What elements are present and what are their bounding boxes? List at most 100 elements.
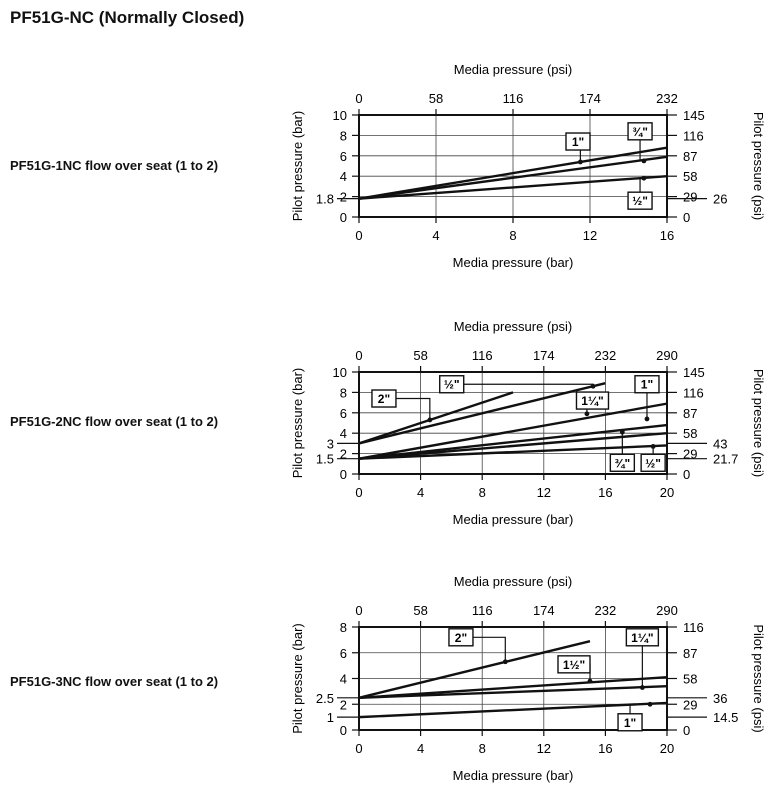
y-axis-title-left: Pilot pressure (bar) [290, 111, 305, 222]
tick-label-x-bottom: 0 [355, 228, 362, 243]
tick-label-x-bottom: 8 [479, 485, 486, 500]
tick-label-y-left: 4 [340, 426, 347, 441]
tick-label-y-right: 116 [683, 128, 704, 143]
series-line-3 [358, 423, 668, 460]
y-axis-title-left: Pilot pressure (bar) [290, 368, 305, 479]
tick-label-x-top: 232 [595, 348, 617, 363]
tick-label-y-left: 0 [340, 467, 347, 482]
tick-label-y-left: 8 [340, 385, 347, 400]
marker-label-left: 1.5 [316, 452, 334, 467]
tick-label-y-right: 58 [683, 169, 697, 184]
series-line-2 [358, 685, 668, 700]
y-axis-title-right: Pilot pressure (psi) [751, 624, 766, 732]
tick-label-y-right: 29 [683, 190, 697, 205]
series-line-3 [358, 701, 668, 719]
callout-label: 1¼" [631, 631, 653, 645]
callout-label: 1" [624, 716, 636, 730]
tick-label-x-bottom: 4 [417, 741, 424, 756]
tick-label-x-bottom: 20 [660, 485, 674, 500]
tick-label-y-right: 0 [683, 210, 690, 225]
tick-label-y-left: 4 [340, 672, 347, 687]
callout-box [448, 628, 474, 647]
tick-label-y-right: 145 [683, 108, 705, 123]
callout-label: 2" [455, 631, 467, 645]
series-line-0 [358, 146, 668, 200]
callout-label: 2" [378, 392, 390, 406]
tick-label-x-bottom: 0 [355, 485, 362, 500]
callout-dot [639, 685, 645, 690]
x-axis-title-bottom: Media pressure (bar) [453, 512, 574, 527]
series-line-5 [358, 444, 668, 460]
tick-label-y-left: 0 [340, 723, 347, 738]
callout-label: 1¼" [581, 394, 603, 408]
tick-label-x-bottom: 20 [660, 741, 674, 756]
marker-label-left: 2.5 [316, 691, 334, 706]
tick-label-y-right: 58 [683, 426, 697, 441]
x-axis-title-top: Media pressure (psi) [454, 62, 573, 77]
tick-label-y-right: 29 [683, 697, 697, 712]
callout-dot [644, 416, 650, 422]
tick-label-y-right: 116 [683, 620, 704, 635]
callout-leader [472, 636, 506, 662]
page-title: PF51G-NC (Normally Closed) [10, 8, 245, 27]
tick-label-x-bottom: 4 [417, 485, 424, 500]
chart-1-title: PF51G-1NC flow over seat (1 to 2) [10, 158, 219, 173]
tick-label-x-top: 0 [355, 603, 362, 618]
marker-label-left: 1.8 [316, 192, 334, 207]
tick-label-x-bottom: 16 [598, 485, 612, 500]
callout-label: 1" [641, 378, 653, 392]
tick-label-x-top: 0 [355, 348, 362, 363]
tick-label-x-bottom: 12 [583, 228, 597, 243]
callout-box [557, 655, 591, 674]
callout-dot [641, 175, 647, 181]
series-line-4 [358, 432, 668, 460]
callout-label: ½" [444, 378, 460, 392]
marker-label-right: 43 [713, 436, 727, 451]
tick-label-y-right: 145 [683, 365, 705, 380]
series-line-2 [358, 175, 668, 200]
tick-label-y-left: 10 [333, 365, 347, 380]
x-axis-title-bottom: Media pressure (bar) [453, 255, 574, 270]
series-line-2 [358, 402, 668, 460]
tick-label-x-top: 58 [413, 348, 427, 363]
tick-label-y-left: 4 [340, 169, 347, 184]
callout-box [625, 628, 660, 647]
tick-label-y-left: 6 [340, 149, 347, 164]
series-line-1 [358, 382, 606, 445]
tick-label-x-top: 0 [355, 91, 362, 106]
callout-box [575, 391, 610, 410]
tick-label-y-left: 0 [340, 210, 347, 225]
y-axis-title-left: Pilot pressure (bar) [290, 623, 305, 734]
marker-label-left: 3 [327, 436, 334, 451]
callout-box [640, 453, 666, 472]
callout-leader [395, 397, 431, 420]
series-line-1 [358, 676, 668, 700]
callout-label: ½" [632, 194, 648, 208]
x-axis-title-top: Media pressure (psi) [454, 574, 573, 589]
callout-box [609, 453, 636, 472]
tick-label-x-bottom: 12 [537, 741, 551, 756]
callout-label: ½" [645, 456, 661, 470]
tick-label-y-right: 29 [683, 447, 697, 462]
chart-pf51g-1nc: Media pressure (psi) Media pressure (bar)… [290, 62, 766, 270]
tick-label-x-top: 58 [429, 91, 443, 106]
callout-dot [502, 659, 508, 665]
chart-pf51g-3nc: Media pressure (psi) Media pressure (bar)… [290, 574, 766, 783]
tick-label-y-left: 6 [340, 406, 347, 421]
tick-label-x-top: 116 [472, 348, 493, 363]
marker-label-right: 14.5 [713, 710, 738, 725]
marker-label-left: 1 [327, 710, 334, 725]
tick-label-y-left: 8 [340, 620, 347, 635]
callout-box [439, 375, 465, 394]
callout-box [617, 713, 643, 732]
tick-label-x-bottom: 12 [537, 485, 551, 500]
tick-label-y-left: 10 [333, 108, 347, 123]
tick-label-y-left: 6 [340, 646, 347, 661]
y-axis-title-right: Pilot pressure (psi) [751, 369, 766, 477]
x-axis-title-bottom: Media pressure (bar) [453, 768, 574, 783]
tick-label-y-right: 0 [683, 467, 690, 482]
tick-label-x-top: 116 [503, 91, 524, 106]
callout-box [627, 191, 653, 210]
tick-label-x-bottom: 16 [598, 741, 612, 756]
marker-label-right: 36 [713, 691, 727, 706]
